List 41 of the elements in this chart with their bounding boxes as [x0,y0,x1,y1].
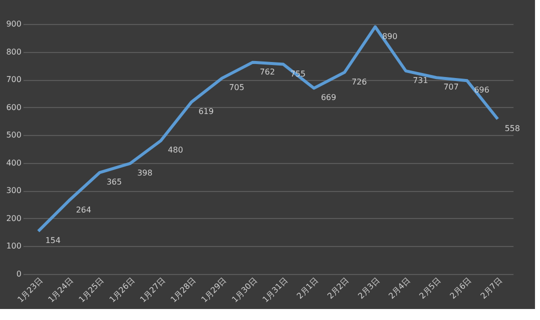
x-tick-label: 1月31日 [260,276,290,304]
y-tick-label: 200 [6,214,22,223]
x-tick-label: 1月29日 [200,276,228,304]
x-tick-label: 2月3日 [356,276,382,301]
data-label: 707 [443,82,459,92]
y-tick-label: 0 [16,270,22,278]
data-label: 731 [412,76,428,85]
x-tick-label: 2月2日 [326,276,351,301]
data-label: 398 [137,168,152,178]
line-series [36,25,500,233]
x-tick-label: 1月23日 [16,276,44,304]
y-tick-label: 600 [6,102,22,112]
x-tick-label: 1月28日 [169,276,198,304]
data-label: 890 [382,32,398,41]
y-tick-label: 800 [6,47,22,56]
x-tick-label: 2月7日 [478,276,504,301]
x-tick-label: 1月27日 [138,276,167,304]
data-label: 705 [229,83,244,92]
y-tick-label: 100 [6,242,22,251]
data-label: 154 [45,236,61,246]
y-tick-label: 300 [6,186,22,196]
data-label: 558 [504,124,520,133]
x-tick-label: 1月30日 [230,276,259,304]
data-label: 480 [168,146,184,155]
data-label: 762 [260,67,275,76]
y-tick-label: 700 [6,75,22,84]
x-tick-label: 2月1日 [295,276,320,301]
data-label: 619 [198,107,214,116]
data-label: 264 [76,206,92,215]
x-tick-label: 1月26日 [108,276,136,304]
data-label: 365 [106,178,122,187]
data-label: 669 [320,93,336,102]
y-tick-label: 400 [6,158,22,168]
y-tick-label: 900 [6,20,22,28]
x-tick-label: 2月6日 [448,276,474,301]
data-label: 726 [352,77,367,86]
x-tick-label: 1月24日 [46,276,76,304]
x-tick-label: 2月4日 [387,276,412,301]
x-tick-label: 1月25日 [77,276,106,304]
x-tick-label: 2月5日 [418,276,443,301]
y-tick-label: 500 [6,130,22,140]
